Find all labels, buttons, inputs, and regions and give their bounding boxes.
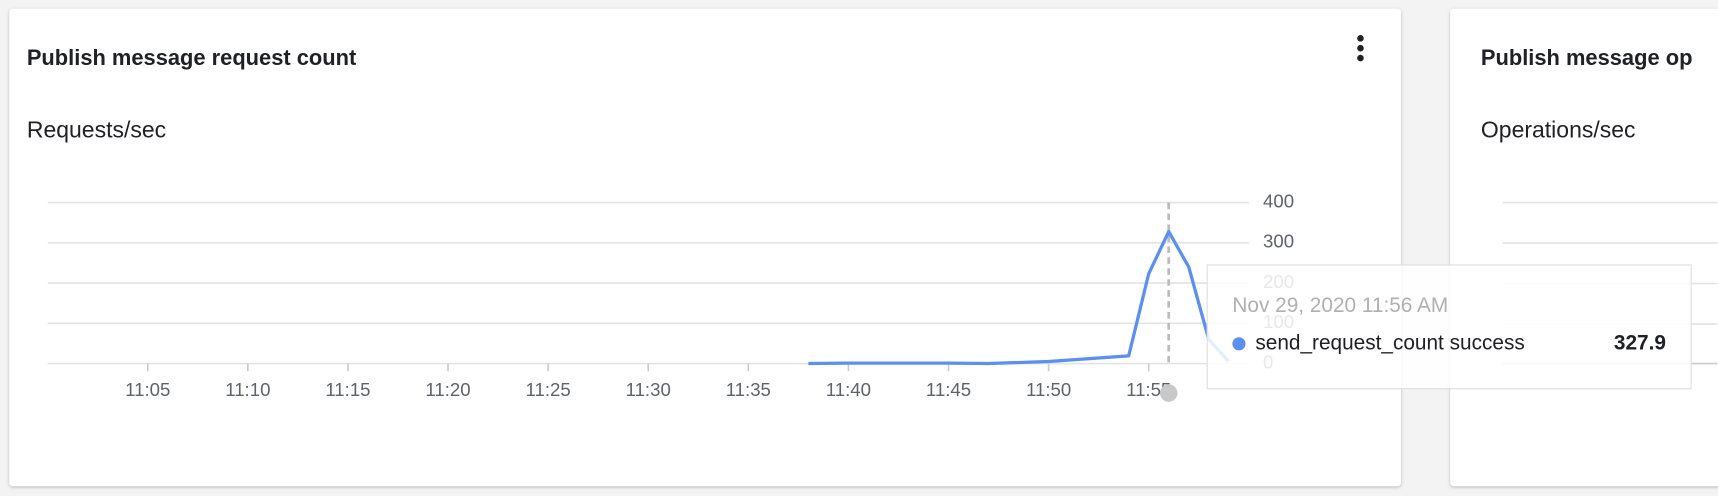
x-tick-label: 11:20: [425, 379, 470, 400]
more-menu[interactable]: [1357, 35, 1364, 62]
card: [1450, 8, 1718, 487]
x-tick-label: 11:50: [1026, 379, 1071, 400]
tooltip-swatch: [1232, 337, 1246, 351]
x-tick-label: 11:30: [626, 379, 671, 400]
x-tick-label: 11:55: [1126, 379, 1171, 400]
y-tick-label: 300: [1263, 231, 1294, 252]
tooltip-time: Nov 29, 2020 11:56 AM: [1232, 294, 1448, 317]
card: [9, 8, 1401, 487]
tooltip-value: 327.9: [1614, 331, 1666, 354]
x-tick-label: 11:45: [926, 379, 971, 400]
x-tick-label: 11:05: [125, 379, 170, 400]
y-axis-label: Operations/sec: [1481, 116, 1636, 142]
y-tick-label: 400: [1263, 190, 1294, 211]
x-tick-label: 11:10: [225, 379, 270, 400]
x-tick-label: 11:25: [526, 379, 571, 400]
y-axis-label: Requests/sec: [27, 116, 166, 142]
x-tick-label: 11:15: [325, 379, 370, 400]
tooltip-series: send_request_count success: [1255, 331, 1524, 354]
hover-handle: [1159, 384, 1178, 402]
x-tick-label: 11:35: [726, 379, 771, 400]
tooltip: Nov 29, 2020 11:56 AM send_request_count…: [1206, 264, 1692, 390]
card-title: Publish message request count: [27, 45, 357, 70]
x-tick-label: 11:40: [826, 379, 871, 400]
series-line: [808, 229, 1230, 366]
tooltip-box: [1206, 264, 1692, 390]
card-title: Publish message op: [1481, 45, 1693, 70]
